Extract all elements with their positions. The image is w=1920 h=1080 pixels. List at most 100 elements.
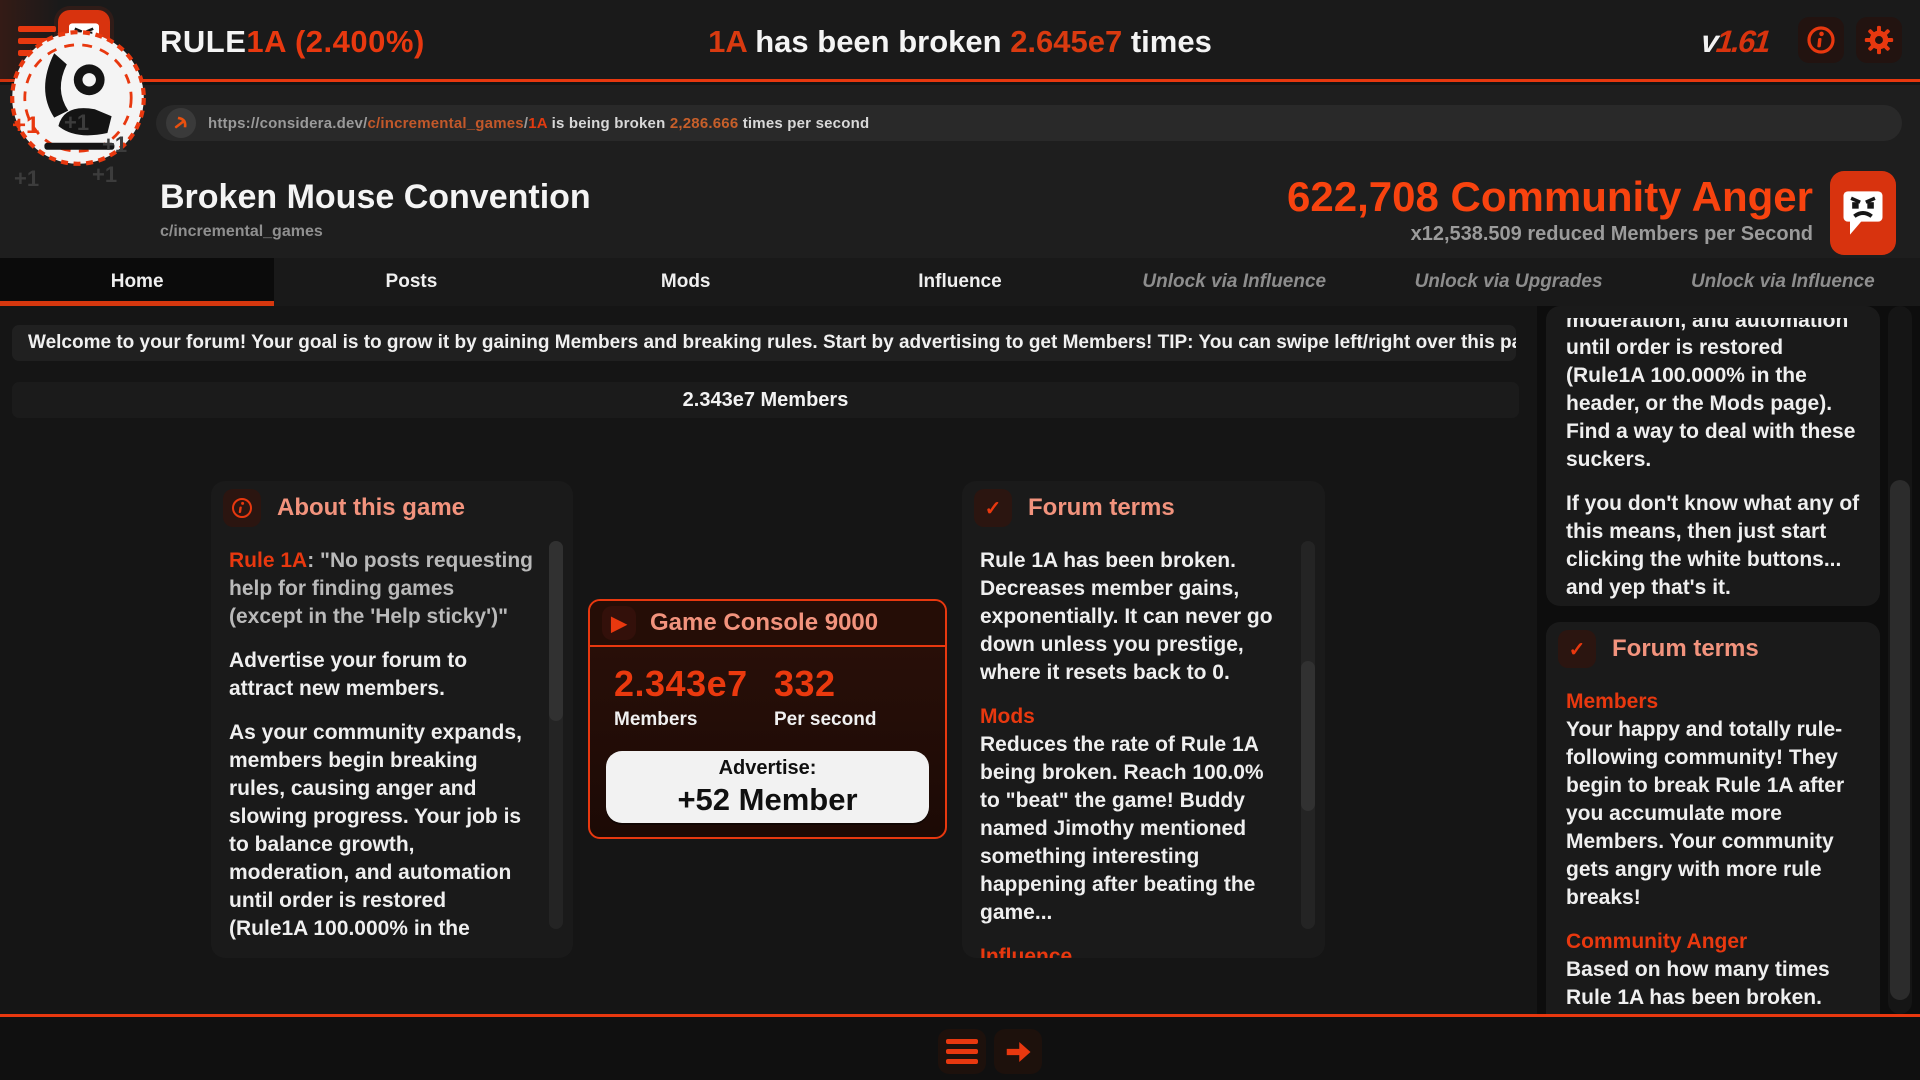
tab-mods[interactable]: Mods (660, 271, 711, 292)
pickaxe-chip (166, 108, 196, 138)
advertise-reward: +52 Member (677, 781, 858, 817)
members-value: 2.343e7 (614, 663, 748, 704)
influence-heading: Influence (980, 945, 1073, 958)
about-scrollbar-track (549, 541, 563, 929)
plus-one-popup: +1 (102, 132, 128, 157)
terms-card-body: Rule 1A has been broken. Decreases membe… (962, 535, 1325, 958)
sidebar-terms-body: Members Your happy and totally rule-foll… (1546, 676, 1880, 1020)
sidebar-forum-terms-card: ✓ Forum terms Members Your happy and tot… (1546, 622, 1880, 1020)
sidebar-paragraph: Based on how many times Rule 1A has been… (1566, 958, 1830, 1009)
mouse-avatar-icon (10, 30, 146, 166)
tab-bar: Home Posts Mods Influence Unlock via Inf… (0, 258, 1920, 306)
terms-card-header: ✓ Forum terms (962, 481, 1325, 535)
about-card-body: Rule 1A: "No posts requesting help for f… (211, 535, 573, 958)
community-anger-subtext: x12,538.509 reduced Members per Second (1410, 223, 1813, 245)
play-icon: ▶ (611, 612, 627, 635)
info-icon (1807, 26, 1835, 54)
plus-one-popup: +1 (64, 110, 90, 135)
sidebar-scrollbar-thumb[interactable] (1890, 480, 1910, 1000)
community-slug: c/incremental_games (160, 223, 323, 240)
members-label: Members (614, 709, 698, 730)
info-button[interactable] (1798, 17, 1844, 63)
about-card: About this game Rule 1A: "No posts reque… (211, 481, 573, 958)
check-icon: ✓ (1568, 638, 1586, 661)
tab-influence[interactable]: Influence (918, 271, 1002, 292)
forum-terms-card: ✓ Forum terms Rule 1A has been broken. D… (962, 481, 1325, 958)
sidebar-paragraph: If you don't know what any of this means… (1566, 492, 1860, 599)
info-icon (232, 498, 252, 518)
main-panel: Welcome to your forum! Your goal is to g… (0, 306, 1537, 1014)
rule-broken-counter: 1A has been broken 2.645e7 times (708, 24, 1212, 59)
about-card-header: About this game (211, 481, 573, 535)
plus-one-popup: +1 (14, 166, 40, 191)
right-sidebar: moderation, and automation until order i… (1537, 306, 1920, 1020)
angry-face-icon (1843, 191, 1883, 235)
url-bar[interactable]: https://considera.dev/c/incremental_game… (156, 105, 1902, 141)
gear-icon (1864, 25, 1894, 55)
tab-locked-upgrades[interactable]: Unlock via Upgrades (1414, 271, 1603, 292)
community-name: Broken Mouse Convention (160, 178, 591, 216)
settings-button[interactable] (1856, 17, 1902, 63)
plus-one-popup: +1 (92, 162, 118, 187)
sidebar-terms-header: ✓ Forum terms (1546, 622, 1880, 676)
tab-locked-influence-2[interactable]: Unlock via Influence (1690, 271, 1875, 292)
members-counter-bar: 2.343e7 Members (12, 382, 1519, 418)
members-stat: 2.343e7 Members (614, 663, 774, 731)
terms-scrollbar-thumb[interactable] (1301, 661, 1315, 811)
members-heading: Members (1566, 690, 1659, 713)
about-scrollbar-thumb[interactable] (549, 541, 563, 721)
next-panel-button[interactable] (994, 1029, 1042, 1074)
sidebar-help-body: moderation, and automation until order i… (1546, 306, 1880, 606)
top-bar: RULE1A (2.400%) 1A has been broken 2.645… (0, 0, 1920, 82)
bottom-bar (0, 1014, 1920, 1080)
advertise-button[interactable]: Advertise: +52 Member (606, 751, 929, 823)
per-second-stat: 332 Per second (774, 663, 934, 731)
welcome-banner[interactable]: Welcome to your forum! Your goal is to g… (12, 325, 1516, 361)
terms-scrollbar-track (1301, 541, 1315, 929)
plus-one-popup: +1 (12, 112, 40, 139)
anger-badge (1830, 171, 1896, 255)
arrow-right-icon (1006, 1041, 1031, 1062)
sidebar-terms-title: Forum terms (1612, 635, 1759, 662)
url-status-text: https://considera.dev/c/incremental_game… (208, 114, 870, 132)
terms-paragraph: Rule 1A has been broken. Decreases membe… (980, 549, 1273, 684)
community-avatar (8, 28, 148, 168)
advertise-label: Advertise: (718, 756, 817, 779)
rule-1a-text: : "No posts requesting help for finding … (229, 549, 533, 628)
sidebar-scrollbar-track (1888, 306, 1912, 1014)
terms-card-title: Forum terms (1028, 494, 1175, 521)
clipped-line: moderation, and automation (1566, 318, 1849, 332)
sidebar-paragraph: Your happy and totally rule-following co… (1566, 718, 1845, 909)
about-card-title: About this game (277, 494, 466, 521)
rule-1a-label: Rule 1A (229, 549, 308, 572)
community-anger-heading: Community Anger (1566, 930, 1748, 953)
console-card-header: ▶ Game Console 9000 (590, 601, 945, 647)
tab-locked-influence-1[interactable]: Unlock via Influence (1142, 271, 1327, 292)
community-anger-value: 622,708 Community Anger (1287, 173, 1813, 220)
per-second-label: Per second (774, 709, 877, 730)
community-header: https://considera.dev/c/incremental_game… (0, 85, 1920, 258)
play-chip: ▶ (602, 606, 636, 640)
check-icon: ✓ (984, 497, 1002, 520)
tab-posts[interactable]: Posts (385, 271, 438, 292)
about-paragraph-clipped: (Rule1A 100.000% in the (229, 917, 470, 940)
sidebar-help-card: moderation, and automation until order i… (1546, 306, 1880, 606)
mods-heading: Mods (980, 705, 1035, 728)
sidebar-paragraph: until order is restored (Rule1A 100.000%… (1566, 336, 1856, 471)
check-chip: ✓ (974, 489, 1012, 527)
info-circle-icon (223, 489, 261, 527)
terms-paragraph: Reduces the rate of Rule 1A being broken… (980, 733, 1264, 924)
console-card-title: Game Console 9000 (650, 609, 879, 636)
page-title: RULE1A (2.400%) (160, 24, 425, 59)
about-paragraph: As your community expands, members begin… (229, 721, 522, 912)
bottom-menu-button[interactable] (938, 1029, 986, 1074)
version-label: v1.61 (1699, 24, 1771, 59)
hamburger-icon (946, 1037, 978, 1067)
about-paragraph: Advertise your forum to attract new memb… (229, 649, 468, 700)
console-stats: 2.343e7 Members 332 Per second (590, 647, 945, 731)
tab-home[interactable]: Home (0, 258, 275, 306)
game-console-card: ▶ Game Console 9000 2.343e7 Members 332 … (588, 599, 947, 839)
check-chip: ✓ (1558, 630, 1596, 668)
per-second-value: 332 (774, 663, 836, 704)
